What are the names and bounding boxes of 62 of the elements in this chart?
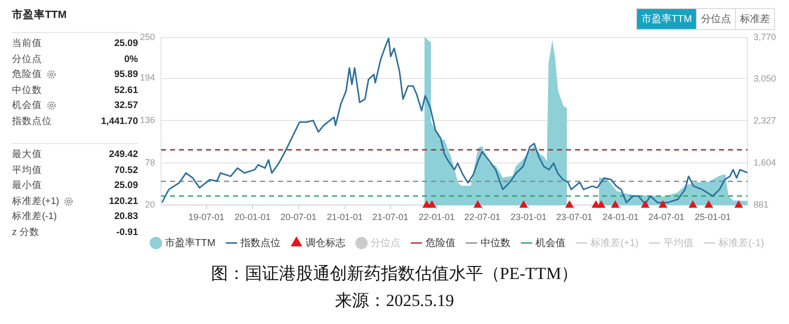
y-tick-label: 250 <box>140 32 156 42</box>
text: 52.61 <box>114 84 138 96</box>
legend-label: 分位点 <box>370 236 400 249</box>
text: 中位数 <box>12 84 42 96</box>
legend-label: 指数点位 <box>239 236 280 249</box>
text: 平均值 <box>12 164 42 176</box>
text: 70.52 <box>114 164 138 176</box>
y2-tick-label: 3,770 <box>753 32 776 42</box>
text: 25.09 <box>114 180 138 192</box>
text: 指数点位 <box>12 116 52 127</box>
text: 标准差(-1) <box>718 238 764 249</box>
source-note: 来源：2025.5.19 <box>334 290 455 312</box>
text: 平均值 <box>664 238 694 249</box>
text: 标准差 <box>735 8 775 30</box>
text: 市盈率TTM <box>636 8 697 30</box>
text: 标准差(-1) <box>12 211 57 222</box>
y-tick-label: 136 <box>140 115 156 126</box>
y-tick-label: 194 <box>140 72 156 83</box>
text: z 分数 <box>12 226 40 238</box>
text: 图：国证港股通创新药指数估值水平（PE-TTM） <box>210 263 580 285</box>
y2-tick-label: 1,604 <box>753 158 776 168</box>
text: 标准差(+1) <box>590 238 639 249</box>
legend-label: 调仓标志 <box>305 236 346 249</box>
text: 市盈率TTM <box>12 8 68 22</box>
text: 120.21 <box>108 196 138 207</box>
text: 标准差(+1) <box>12 196 60 207</box>
text: 249.42 <box>108 149 138 160</box>
text: 32.57 <box>114 100 138 112</box>
text: 1,441.70 <box>101 116 138 127</box>
text: -0.91 <box>116 226 138 238</box>
text: 25.09 <box>114 38 138 50</box>
text: 分位点 <box>696 8 736 30</box>
text: 最小值 <box>12 180 42 192</box>
x-tick-label: 20-07-01 <box>280 212 317 222</box>
legend-label: 中位数 <box>480 236 510 249</box>
y2-tick-label: 881 <box>753 200 769 210</box>
y2-tick-label: 3,050 <box>753 74 776 84</box>
text: 20.83 <box>114 211 138 222</box>
y-tick-label: 78 <box>145 157 156 168</box>
y2-tick-label: 2,327 <box>753 116 776 126</box>
legend-label: 市盈率TTM <box>164 236 216 249</box>
legend-label: 机会值 <box>535 236 566 249</box>
y-tick-label: 20 <box>145 200 156 210</box>
x-tick-label: 23-07-01 <box>556 212 592 222</box>
x-tick-label: 19-07-01 <box>188 212 224 222</box>
x-tick-label: 22-07-01 <box>464 212 500 222</box>
x-tick-label: 23-01-01 <box>510 212 547 222</box>
text: 最大值 <box>12 149 42 160</box>
x-tick-label: 24-07-01 <box>648 212 684 222</box>
text: 危险值 <box>12 69 42 80</box>
x-tick-label: 21-07-01 <box>372 212 408 222</box>
x-tick-label: 22-01-01 <box>418 212 455 222</box>
text: 0% <box>124 54 138 65</box>
text: 95.89 <box>114 69 138 80</box>
x-tick-label: 25-01-01 <box>694 212 731 222</box>
x-tick-label: 20-01-01 <box>234 212 271 222</box>
text: 机会值 <box>12 100 42 112</box>
x-tick-label: 24-01-01 <box>602 212 639 222</box>
text: 当前值 <box>12 38 42 50</box>
text: 分位点 <box>12 54 42 65</box>
legend-label: 危险值 <box>425 236 456 249</box>
x-tick-label: 21-01-01 <box>326 212 363 222</box>
